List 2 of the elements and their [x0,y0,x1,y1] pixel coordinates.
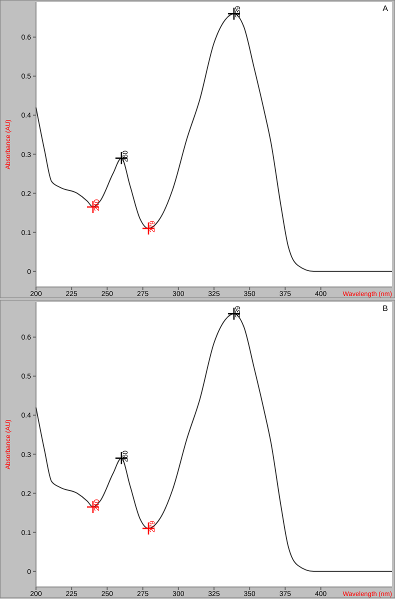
chart-title: B [382,304,388,313]
chart-title: A [382,4,389,13]
